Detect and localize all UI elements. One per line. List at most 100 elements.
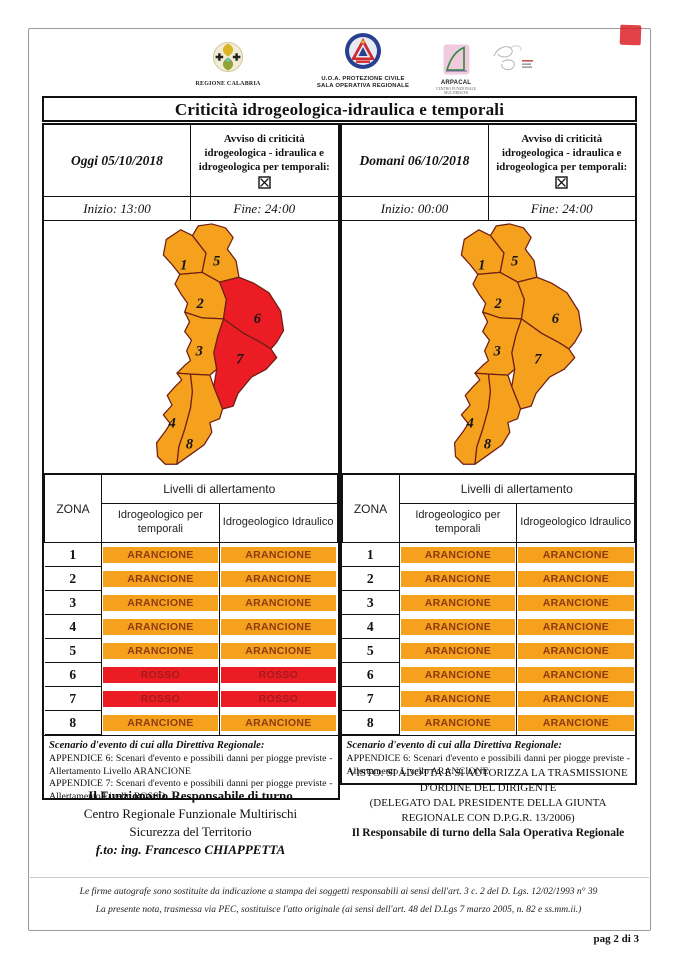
page-number: pag 2 di 3 [593, 933, 639, 945]
alert-level-value: ARANCIONE [400, 714, 516, 731]
zone-row: 5 ARANCIONE ARANCIONE [44, 638, 338, 663]
arpacal-subcaption: CENTRO FUNZIONALE MULTIRISCHI [435, 87, 477, 96]
sig-left-role: Il Funzionario Responsabile di turno [88, 788, 293, 803]
arpacal-caption: ARPACAL [440, 80, 472, 86]
map-zone-8 [176, 373, 224, 465]
scenario-line: APPENDICE 6: Scenari d'evento e possibil… [49, 752, 333, 777]
col-idraulico-header: Idrogeologico Idraulico [218, 503, 338, 543]
alert-cell: ARANCIONE [219, 567, 337, 591]
alert-cell: ARANCIONE [517, 591, 635, 615]
alert-cell: ARANCIONE [399, 614, 518, 639]
alert-cell: ARANCIONE [101, 710, 220, 735]
calabria-map: 1 5 2 6 7 3 48 [156, 223, 285, 465]
zone-row: 3 ARANCIONE ARANCIONE [44, 590, 338, 615]
levels-group-header: Livelli di allertamento [101, 474, 338, 504]
alert-level-value: ARANCIONE [103, 570, 218, 587]
alert-level-value: ARANCIONE [518, 546, 634, 563]
alert-level-value: ARANCIONE [103, 546, 218, 563]
inizio-label: Inizio: 13:00 [44, 197, 191, 220]
zone-number: 1 [44, 542, 102, 567]
map-zone-label-3: 3 [492, 344, 500, 360]
protezione-civile-logo: U.O.A. PROTEZIONE CIVILE SALA OPERATIVA … [300, 31, 426, 90]
zone-number: 7 [44, 686, 102, 711]
map-zone-label-4: 4 [465, 415, 473, 431]
alert-table: ZONA Livelli di allertamento Idrogeologi… [341, 474, 636, 735]
arpacal-emblem-icon [443, 44, 469, 75]
alert-level-value: ARANCIONE [400, 642, 516, 659]
alert-level-value: ARANCIONE [518, 570, 634, 587]
date-label: Oggi 05/10/2018 [44, 125, 191, 196]
scenario-lines: APPENDICE 6: Scenari d'evento e possibil… [347, 753, 631, 778]
zone-row: 1 ARANCIONE ARANCIONE [44, 542, 338, 567]
zone-row: 7 ROSSO ROSSO [44, 686, 338, 711]
map-zone-label-6: 6 [551, 311, 559, 327]
avviso-cell: Avviso di criticità idrogeologica - idra… [191, 125, 338, 196]
footer-note-1: Le firme autografe sono sostituite da in… [79, 887, 598, 897]
map-zone-5 [192, 223, 240, 283]
scenario-lines: APPENDICE 6: Scenari d'evento e possibil… [49, 753, 333, 804]
col-temporali-header: Idrogeologico per temporali [101, 503, 220, 543]
zone-number: 8 [342, 710, 400, 735]
zone-row: 1 ARANCIONE ARANCIONE [342, 542, 635, 567]
alert-cell: ARANCIONE [399, 710, 518, 735]
protezione-civile-emblem-icon [345, 33, 381, 69]
scenario-box: Scenario d'evento di cui alla Direttiva … [341, 735, 635, 783]
zone-number: 2 [342, 566, 400, 591]
alert-level-value: ARANCIONE [400, 570, 516, 587]
alert-level-value: ARANCIONE [518, 594, 634, 611]
zone-row: 6 ARANCIONE ARANCIONE [342, 662, 635, 687]
alert-cell: ROSSO [101, 662, 220, 687]
alert-cell: ARANCIONE [101, 590, 220, 615]
alert-cell: ARANCIONE [399, 686, 518, 711]
alert-level-value: ARANCIONE [518, 690, 634, 707]
red-stamp-mark [619, 24, 642, 46]
map-zone-label-4: 4 [168, 415, 176, 431]
regione-calabria-caption: REGIONE CALABRIA [195, 81, 261, 87]
zone-number: 6 [342, 662, 400, 687]
map-zone-label-1: 1 [478, 257, 485, 273]
col-idraulico-header: Idrogeologico Idraulico [516, 503, 635, 543]
levels-group-header: Livelli di allertamento [398, 474, 635, 504]
alert-level-value: ARANCIONE [400, 546, 516, 563]
alert-cell: ARANCIONE [219, 711, 337, 735]
times-row: Inizio: 13:00 Fine: 24:00 [44, 197, 338, 221]
alert-level-value: ARANCIONE [400, 690, 516, 707]
avviso-text: Avviso di criticità idrogeologica - idra… [496, 132, 628, 174]
alert-level-value: ARANCIONE [220, 546, 336, 563]
zone-number: 3 [342, 590, 400, 615]
map-zone-label-5: 5 [511, 254, 518, 270]
sig-right-visto4: REGIONALE CON D.P.G.R. 13/2006) [401, 812, 575, 824]
map-zone-label-7: 7 [237, 351, 245, 367]
sig-right-visto3: (DELEGATO DAL PRESIDENTE DELLA GIUNTA [369, 797, 607, 809]
zona-header: ZONA [44, 474, 102, 543]
alert-cell: ARANCIONE [219, 591, 337, 615]
map-zone-5 [489, 223, 538, 283]
alert-cell: ARANCIONE [517, 567, 635, 591]
alert-level-value: ARANCIONE [220, 642, 336, 659]
map-zone-label-3: 3 [195, 344, 203, 360]
alert-level-value: ROSSO [220, 690, 336, 707]
avviso-row: Domani 06/10/2018 Avviso di criticità id… [341, 125, 635, 197]
alert-cell: ARANCIONE [101, 614, 220, 639]
zone-row: 8 ARANCIONE ARANCIONE [44, 710, 338, 735]
scenario-heading: Scenario d'evento di cui alla Direttiva … [346, 740, 562, 751]
zone-row: 2 ARANCIONE ARANCIONE [342, 566, 635, 591]
checked-checkbox-icon [258, 176, 271, 189]
map-zone-label-2: 2 [493, 296, 501, 312]
footer-notes: Le firme autografe sono sostituite da in… [28, 877, 649, 923]
alert-cell: ROSSO [219, 663, 337, 687]
zone-rows: 1 ARANCIONE ARANCIONE 2 ARANCIONE ARANCIONE 3 A… [44, 542, 338, 735]
alert-level-value: ARANCIONE [400, 618, 516, 635]
zone-number: 4 [342, 614, 400, 639]
sig-right-role: Il Responsabile di turno della Sala Oper… [351, 827, 625, 839]
alert-cell: ARANCIONE [517, 711, 635, 735]
alert-level-value: ARANCIONE [220, 714, 336, 731]
alert-level-value: ARANCIONE [518, 642, 634, 659]
sketch-logo [487, 42, 537, 83]
avviso-text: Avviso di criticità idrogeologica - idra… [198, 132, 330, 174]
alert-cell: ARANCIONE [219, 543, 337, 567]
alert-cell: ARANCIONE [101, 566, 220, 591]
alert-cell: ARANCIONE [399, 542, 518, 567]
